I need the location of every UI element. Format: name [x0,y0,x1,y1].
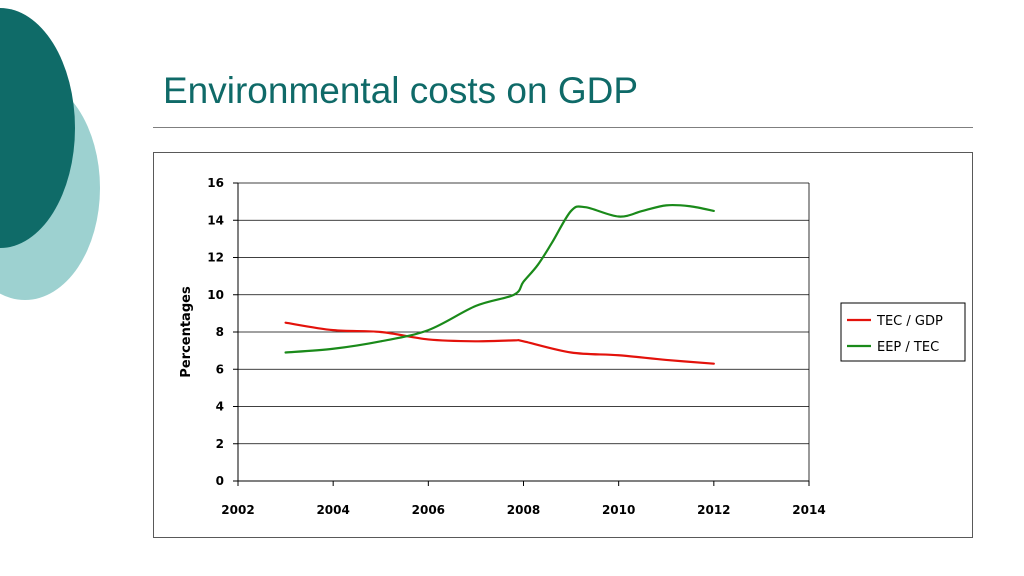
y-tick-label: 2 [216,437,224,451]
y-tick-label: 10 [207,288,224,302]
series-line-eep-tec [284,203,715,354]
x-tick-label: 2010 [602,503,635,517]
slide-title: Environmental costs on GDP [163,70,639,111]
chart-frame: 0 2 4 6 8 10 12 14 16 2002 2004 2006 2008 2010 2012 201… [153,152,973,538]
y-tick-label: 14 [207,213,224,227]
y-tick-label: 0 [216,474,224,488]
x-tick-label: 2004 [316,503,349,517]
x-tick-label: 2006 [412,503,445,517]
y-tick-label: 16 [207,176,224,190]
legend-label: TEC / GDP [876,314,943,329]
y-tick-label: 8 [216,325,224,339]
dark-teal-oval [0,8,75,248]
legend-label: EEP / TEC [877,340,939,355]
decorative-ovals [0,8,100,300]
x-tick-label: 2008 [507,503,540,517]
legend-box [840,302,966,362]
y-axis-title: Percentages [179,286,194,378]
series-line-tec-gdp [284,321,715,365]
y-tick-label: 4 [216,400,224,414]
x-tick-label: 2012 [697,503,730,517]
y-tick-label: 12 [207,251,224,265]
x-tick-label: 2014 [792,503,825,517]
title-divider [153,127,973,128]
line-chart: 0 2 4 6 8 10 12 14 16 2002 2004 2006 2008 2010 2012 201… [179,176,966,517]
y-tick-label: 6 [216,362,224,376]
x-tick-label: 2002 [221,503,254,517]
